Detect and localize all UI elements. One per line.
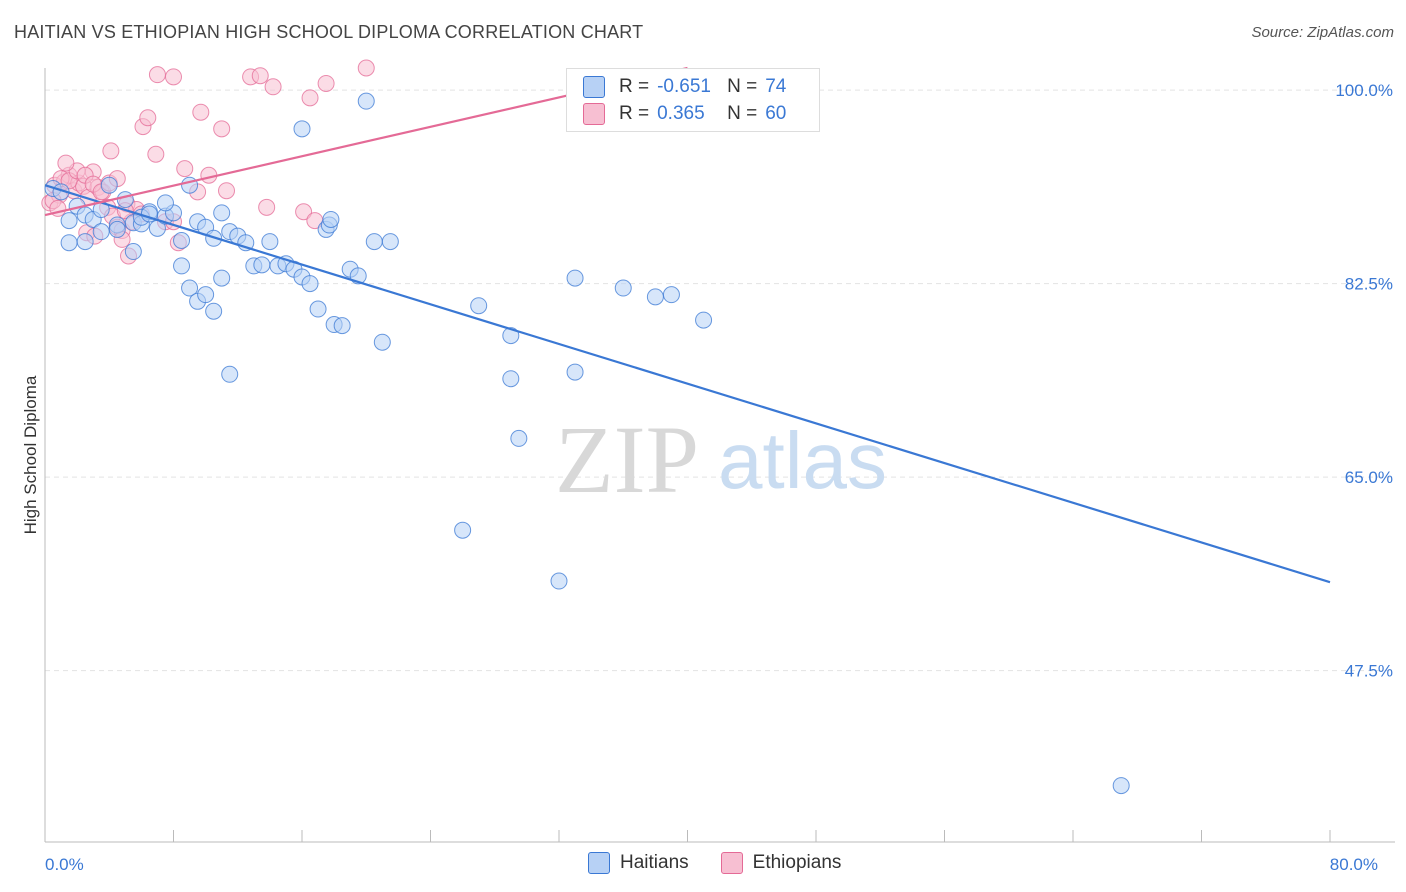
axes [44,68,1395,843]
haitian-point [76,233,94,251]
haitian-point [695,311,713,329]
haitian-point [357,92,375,110]
haitian-point [205,302,223,320]
haitian-point [60,234,78,252]
haitians-trend-line [44,184,1331,584]
haitian-point [293,120,311,138]
watermark-atlas: atlas [718,416,887,505]
haitian-point [470,297,488,315]
n-label: N = [727,103,758,124]
y-tick-label: 100.0% [1335,81,1393,100]
haitian-point [173,231,191,249]
haitians-swatch [583,76,605,98]
haitian-point [181,279,199,297]
ethiopians-n-value: 60 [765,103,787,124]
ethiopian-point [264,78,282,96]
haitian-point [116,191,134,209]
haitian-point [261,233,279,251]
haitian-point [510,429,528,447]
haitian-point [253,256,271,274]
r-label: R = [619,103,650,124]
legend-item-ethiopians: Ethiopians [720,852,842,874]
haitian-point [502,327,520,345]
correlation-legend: R = -0.651 N = 74 R = 0.365 N = 60 [566,68,820,132]
haitian-point [381,233,399,251]
x-tick-labels: 0.0% 80.0% [45,855,1378,874]
ethiopians-swatch [583,103,605,125]
haitian-point [646,288,664,306]
legend-row-ethiopians: R = 0.365 N = 60 [583,101,786,127]
haitian-point [454,521,472,539]
ethiopians-legend-swatch [720,852,743,874]
n-label: N = [727,76,758,97]
haitian-point [373,333,391,351]
haitian-point [100,176,118,194]
ethiopian-point [102,142,120,160]
y-tick-label: 47.5% [1345,662,1393,681]
haitian-point [221,365,239,383]
gridlines [45,89,1395,672]
legend-row-haitians: R = -0.651 N = 74 [583,74,786,100]
legend-item-haitians: Haitians [588,852,689,874]
haitian-point [197,286,215,304]
haitian-point [614,279,632,297]
haitian-point [322,210,340,228]
haitian-point [301,275,319,293]
haitian-point [566,363,584,381]
ethiopian-point [139,109,157,127]
ethiopian-point [251,67,269,85]
haitians-n-value: 74 [765,76,787,97]
chart-source: Source: ZipAtlas.com [1251,24,1394,41]
haitian-point [1112,777,1130,795]
ethiopian-point [301,89,319,107]
haitian-point [550,572,568,590]
chart-title: HAITIAN VS ETHIOPIAN HIGH SCHOOL DIPLOMA… [14,22,644,42]
watermark-zip: ZIP [555,406,699,513]
ethiopian-point [218,182,236,200]
haitians-r-value: -0.651 [657,76,711,97]
haitians-legend-label: Haitians [620,852,689,873]
haitian-point [662,286,680,304]
haitian-point [213,204,231,222]
haitian-point [365,233,383,251]
haitian-point [60,212,78,230]
x-tick-label: 80.0% [1330,855,1378,874]
y-tick-label: 82.5% [1345,275,1393,294]
ethiopian-point [213,120,231,138]
ethiopian-point [295,203,313,221]
ethiopian-point [148,66,166,84]
ethiopian-point [57,154,75,172]
ethiopian-point [357,59,375,77]
haitians-legend-swatch [588,852,610,874]
y-axis-label: High School Diploma [21,375,40,534]
haitian-point [309,300,327,318]
ethiopian-point [147,145,165,163]
haitian-point [213,269,231,287]
series-legend: Haitians Ethiopians [588,852,873,874]
ethiopian-point [192,103,210,121]
ethiopians-r-value: 0.365 [657,103,705,124]
ethiopian-point [176,160,194,178]
r-label: R = [619,76,650,97]
ethiopian-point [258,198,276,216]
y-tick-labels: 100.0% 82.5% 65.0% 47.5% [1335,81,1393,681]
haitian-point [92,223,110,241]
x-tick-label: 0.0% [45,855,84,874]
ethiopians-legend-label: Ethiopians [752,852,842,873]
haitian-point [124,243,142,261]
ethiopian-point [165,68,182,86]
y-tick-label: 65.0% [1345,468,1393,487]
haitian-point [108,220,126,238]
haitian-point [156,194,174,212]
haitian-point [333,317,351,335]
haitian-point [502,370,520,388]
haitian-point [566,269,584,287]
ethiopian-point [317,74,335,92]
haitian-point [173,257,191,275]
